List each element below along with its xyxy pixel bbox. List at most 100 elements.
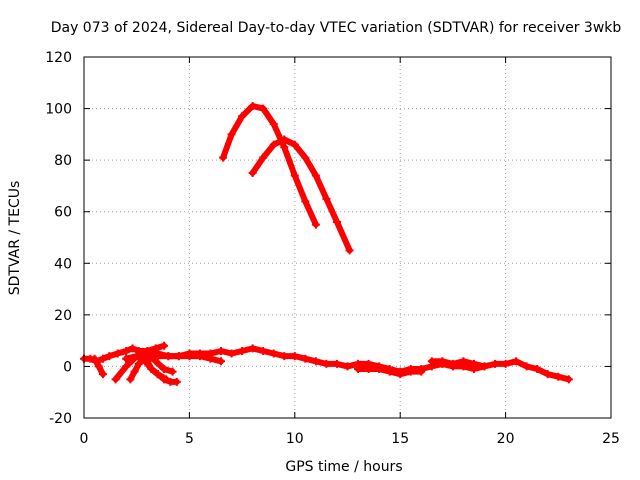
data-point (206, 354, 215, 363)
data-point (219, 153, 228, 162)
data-point (269, 140, 278, 149)
series-track-a (219, 101, 320, 229)
data-point (385, 367, 394, 376)
data-point (533, 365, 542, 374)
data-point (94, 362, 103, 371)
data-point (185, 352, 194, 361)
series-track-j (354, 365, 426, 379)
data-point (227, 349, 236, 358)
data-point (322, 359, 331, 368)
data-point (364, 365, 373, 374)
data-point (248, 169, 257, 178)
data-point (491, 359, 500, 368)
data-point (269, 120, 278, 129)
x-tick-label: 25 (602, 431, 620, 447)
data-point (290, 140, 299, 149)
data-point (290, 352, 299, 361)
data-point (122, 346, 131, 355)
x-tick-label: 0 (80, 431, 89, 447)
data-point (132, 352, 141, 361)
data-point (301, 153, 310, 162)
series-layer (80, 101, 573, 386)
x-tick-label: 10 (286, 431, 304, 447)
data-point (160, 365, 169, 374)
data-point (105, 352, 114, 361)
data-point (195, 352, 204, 361)
data-point (160, 341, 169, 350)
data-point (259, 346, 268, 355)
data-point (227, 130, 236, 139)
data-point (343, 362, 352, 371)
series-track-i (143, 349, 226, 366)
data-point (564, 375, 573, 384)
data-point (301, 197, 310, 206)
data-point (417, 367, 426, 376)
data-point (332, 359, 341, 368)
data-point (554, 372, 563, 381)
data-point (311, 220, 320, 229)
data-point (238, 112, 247, 121)
data-point (134, 359, 143, 368)
data-point (122, 354, 131, 363)
data-point (311, 171, 320, 180)
data-point (248, 101, 257, 110)
data-point (126, 375, 135, 384)
y-tick-label: 40 (54, 256, 72, 272)
y-tick-label: 100 (45, 102, 72, 118)
data-point (375, 365, 384, 374)
data-point (480, 362, 489, 371)
data-point (459, 357, 468, 366)
y-tick-label: 0 (63, 359, 72, 375)
data-point (122, 362, 131, 371)
data-point (238, 346, 247, 355)
series-line (249, 136, 353, 254)
x-tick-label: 15 (391, 431, 409, 447)
chart-title: Day 073 of 2024, Sidereal Day-to-day VTE… (51, 20, 622, 36)
series-track-k (427, 357, 489, 371)
series-track-d (90, 354, 107, 379)
data-point (301, 354, 310, 363)
y-axis-label: SDTVAR / TECUs (7, 181, 23, 296)
data-point (322, 194, 331, 203)
data-point (427, 357, 436, 366)
data-point (406, 367, 415, 376)
data-point (113, 349, 122, 358)
data-point (217, 357, 226, 366)
data-point (259, 104, 268, 113)
data-point (259, 153, 268, 162)
plot-frame (83, 56, 612, 419)
data-point (280, 135, 289, 144)
data-point (164, 352, 173, 361)
data-point (543, 370, 552, 379)
data-point (311, 357, 320, 366)
data-point (248, 344, 257, 353)
data-point (290, 171, 299, 180)
data-point (280, 143, 289, 152)
data-point (345, 246, 354, 255)
data-point (217, 346, 226, 355)
data-point (280, 352, 289, 361)
tick-layer: 0 5 10 15 20 25 -20 0 20 40 60 80 100 120 (45, 50, 620, 447)
data-point (98, 370, 107, 379)
data-point (269, 349, 278, 358)
data-point (174, 352, 183, 361)
data-point (354, 365, 363, 374)
x-axis-label: GPS time / hours (285, 459, 402, 475)
data-point (147, 365, 156, 374)
data-point (143, 349, 152, 358)
data-point (332, 218, 341, 227)
data-point (501, 359, 510, 368)
data-point (153, 370, 162, 379)
data-point (128, 344, 137, 353)
data-point (512, 357, 521, 366)
y-tick-label: 20 (54, 308, 72, 324)
data-point (141, 357, 150, 366)
series-track-g (134, 352, 181, 386)
y-tick-label: 80 (54, 153, 72, 169)
data-point (90, 354, 99, 363)
y-tick-label: -20 (49, 411, 72, 427)
data-point (111, 375, 120, 384)
series-track-b (248, 135, 354, 255)
data-point (172, 377, 181, 386)
